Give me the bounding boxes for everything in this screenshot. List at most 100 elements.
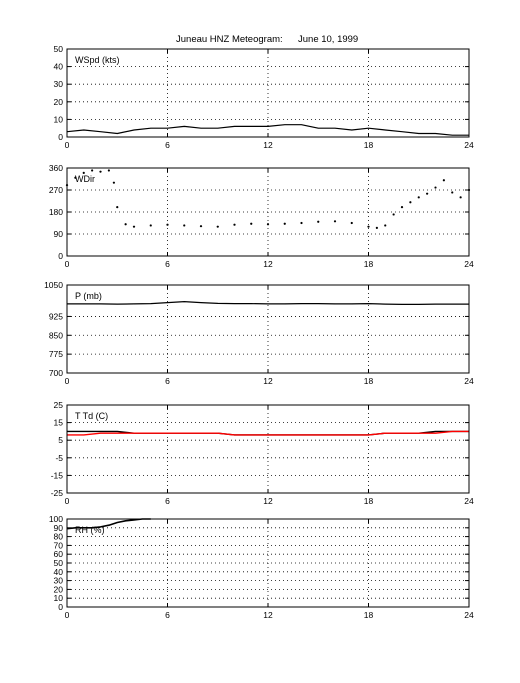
panel-variable-label: P (mb) [75,291,102,301]
x-tick-label: 12 [263,496,273,506]
data-point [375,226,378,229]
data-point [459,196,462,199]
y-tick-label: 20 [54,97,64,107]
x-tick-label: 24 [464,376,474,386]
x-tick-label: 24 [464,610,474,620]
y-tick-label: 70 [54,540,64,550]
y-tick-label: 850 [49,330,63,340]
x-tick-label: 24 [464,140,474,150]
panel-variable-label: T Td (C) [75,411,108,421]
data-point [300,221,303,225]
panel-2: 0 6 12 18 24 0 90 180 270 360 WDir [49,163,474,269]
y-tick-label: 40 [54,62,64,72]
x-tick-label: 18 [364,496,374,506]
chart-title: Juneau HNZ Meteogram: [176,34,283,45]
y-tick-label: 50 [54,558,64,568]
data-point [392,213,395,216]
y-tick-label: 20 [54,584,64,594]
data-point [426,192,429,195]
y-tick-label: 90 [54,229,64,239]
y-tick-label: 0 [58,251,63,261]
y-tick-label: 25 [54,400,64,410]
data-point [250,222,253,225]
data-point [317,220,320,223]
x-tick-label: 12 [263,376,273,386]
data-point [166,223,169,226]
x-tick-label: 0 [65,140,70,150]
y-tick-label: 100 [49,514,63,524]
series-line-1 [67,301,469,305]
y-tick-label: 0 [58,602,63,612]
y-tick-label: 90 [54,523,64,533]
panel-variable-label: WDir [75,174,95,184]
data-point [451,191,454,194]
y-tick-label: 180 [49,207,63,217]
y-tick-label: 30 [54,79,64,89]
x-tick-label: 0 [65,376,70,386]
data-point [199,225,203,228]
x-tick-label: 6 [165,259,170,269]
y-tick-label: 270 [49,185,63,195]
x-tick-label: 6 [165,376,170,386]
x-tick-label: 0 [65,496,70,506]
y-tick-label: 30 [54,576,64,586]
data-point [333,220,337,223]
y-tick-label: 360 [49,163,63,173]
y-tick-label: 775 [49,349,63,359]
x-tick-label: 24 [464,496,474,506]
chart-date: June 10, 1999 [298,34,358,45]
series-line-1 [66,518,151,530]
data-point [91,169,94,172]
y-tick-label: 10 [54,593,64,603]
y-tick-label: 700 [49,368,63,378]
y-tick-label: -15 [51,470,64,480]
y-tick-label: -25 [51,488,64,498]
y-tick-label: 15 [54,418,64,428]
x-tick-label: 18 [364,610,374,620]
data-point [434,186,437,189]
data-point [384,224,387,227]
y-tick-label: 5 [58,435,63,445]
series-line-2 [67,430,469,436]
data-point [74,176,77,179]
y-tick-label: -5 [55,453,63,463]
data-point [112,181,115,184]
x-tick-label: 18 [364,376,374,386]
y-tick-label: 80 [54,532,64,542]
panel-1: 0 6 12 18 24 0 10 20 30 40 50 WSpd (kts) [54,44,474,150]
y-tick-label: 50 [54,44,64,54]
x-tick-label: 12 [263,140,273,150]
y-tick-label: 40 [54,567,64,577]
series-line-1 [66,124,469,136]
x-tick-label: 24 [464,259,474,269]
y-tick-label: 1050 [44,280,63,290]
x-tick-label: 12 [263,610,273,620]
x-tick-label: 6 [165,140,170,150]
panel-variable-label: RH (%) [75,525,105,535]
y-tick-label: 925 [49,311,63,321]
data-point [216,225,219,228]
data-point [149,224,152,227]
data-point [99,170,102,173]
data-point [233,223,236,226]
data-point [400,206,404,209]
x-tick-label: 6 [165,610,170,620]
data-point [124,223,127,226]
x-tick-label: 6 [165,496,170,506]
x-tick-label: 12 [263,259,273,269]
data-point [116,206,119,209]
data-point [283,222,286,225]
data-point [132,225,136,228]
data-point [367,225,370,228]
x-tick-label: 18 [364,259,374,269]
data-point [183,224,186,227]
x-tick-label: 18 [364,140,374,150]
panel-3: 0 6 12 18 24 700 775 850 925 1050 P (mb) [44,280,474,386]
data-point [107,169,110,172]
y-tick-label: 60 [54,549,64,559]
data-point [442,179,445,182]
data-point [409,201,412,204]
y-tick-label: 10 [54,114,64,124]
